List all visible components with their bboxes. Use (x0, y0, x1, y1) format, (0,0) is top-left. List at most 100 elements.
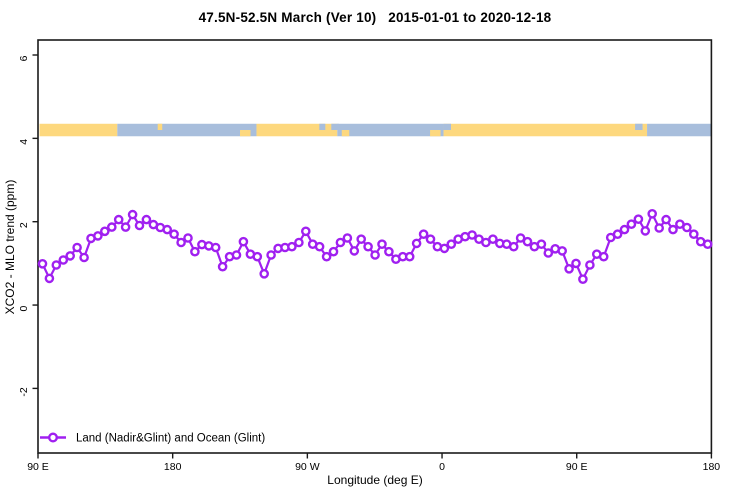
coverage-band-speckle-ocean (443, 123, 452, 131)
x-tick-label: 0 (439, 461, 445, 473)
series-point (647, 208, 658, 219)
coverage-band-land-segment (443, 123, 648, 137)
coverage-band-ocean-segment (337, 123, 444, 137)
x-tick-label: 90 W (295, 461, 320, 473)
series-point (252, 251, 263, 262)
series-point (640, 226, 651, 236)
series-point (356, 234, 367, 244)
series-point (190, 246, 200, 257)
series-point (661, 214, 671, 225)
legend-marker-circle (48, 432, 59, 443)
series-point (619, 224, 630, 235)
series-point (93, 231, 103, 241)
series-point (578, 274, 588, 285)
series-point (612, 229, 623, 239)
series-point (162, 224, 172, 235)
coverage-band-land-segment (256, 123, 338, 137)
series-point (44, 273, 55, 284)
series-point (467, 230, 477, 240)
series-point (342, 233, 353, 243)
series-point (217, 261, 228, 272)
series-point (668, 224, 678, 235)
coverage-band-speckle-land (240, 130, 251, 137)
series-point (515, 233, 526, 243)
series-point (557, 246, 568, 256)
coverage-band-speckle-ocean (319, 123, 326, 131)
series-point (259, 268, 270, 279)
series-point (543, 248, 554, 258)
series-point (689, 229, 699, 239)
series-point (120, 222, 131, 232)
y-tick-label: 6 (18, 55, 30, 61)
series-point (585, 260, 595, 270)
x-tick-label: 90 E (27, 461, 49, 473)
series-point (536, 239, 547, 249)
series-point (183, 233, 193, 243)
series-point (633, 214, 644, 224)
x-tick-label: 180 (164, 461, 182, 473)
y-tick-label: 0 (18, 305, 30, 311)
series-point (377, 239, 387, 249)
legend-label: Land (Nadir&Glint) and Ocean (Glint) (76, 433, 265, 445)
series-point (72, 242, 82, 253)
series-point (411, 238, 422, 249)
series-point (266, 250, 276, 260)
coverage-band-speckle-land (341, 130, 350, 137)
series-point (100, 226, 110, 237)
coverage-band-speckle-ocean (635, 123, 643, 131)
series-point (446, 239, 457, 249)
y-tick-label: -2 (18, 387, 30, 396)
series-point (169, 229, 179, 239)
series-point (321, 251, 332, 262)
series-point (314, 241, 325, 252)
series-point (51, 260, 62, 270)
coverage-band-speckle-land (157, 123, 163, 131)
coverage-band-ocean-segment (647, 123, 712, 137)
series-point (134, 220, 145, 231)
series-point (488, 234, 498, 244)
coverage-band-speckle-ocean (331, 123, 339, 131)
x-tick-label: 180 (703, 461, 721, 473)
x-axis-title: Longitude (deg E) (327, 473, 423, 487)
series-point (210, 242, 221, 253)
series-point (335, 237, 346, 248)
chart-title: 47.5N-52.5N March (Ver 10) 2015-01-01 to… (198, 10, 552, 25)
series-point (370, 250, 380, 260)
series-point (328, 246, 339, 257)
plot-box (37, 39, 713, 454)
series-point (37, 258, 48, 269)
series-point (682, 222, 692, 233)
series-point (349, 246, 360, 256)
coverage-band-speckle-land (430, 130, 441, 137)
coverage-band-land-segment (39, 123, 118, 137)
series-point (508, 241, 519, 252)
series-point (107, 222, 117, 232)
series-point (176, 237, 186, 248)
x-tick-label: 90 E (566, 461, 588, 473)
series-point (294, 237, 304, 248)
series-point (287, 241, 297, 252)
series-point (564, 263, 574, 274)
series-point (79, 252, 89, 263)
series-point (113, 214, 124, 225)
series-point (425, 234, 436, 244)
series-point (404, 251, 415, 262)
series-point (231, 250, 242, 260)
series-point (363, 241, 373, 252)
series-point (598, 251, 609, 262)
series-point (58, 255, 69, 265)
series-point (418, 229, 429, 239)
coverage-band-ocean-segment (117, 123, 257, 137)
series-point (384, 246, 394, 257)
y-tick-label: 2 (18, 222, 30, 228)
series-point (141, 214, 152, 225)
series-point (571, 258, 581, 269)
series-point (654, 223, 665, 233)
series-point (65, 251, 75, 261)
series-point (626, 219, 637, 229)
series-point (127, 209, 138, 220)
series-point (702, 239, 713, 249)
series-point (238, 236, 249, 247)
